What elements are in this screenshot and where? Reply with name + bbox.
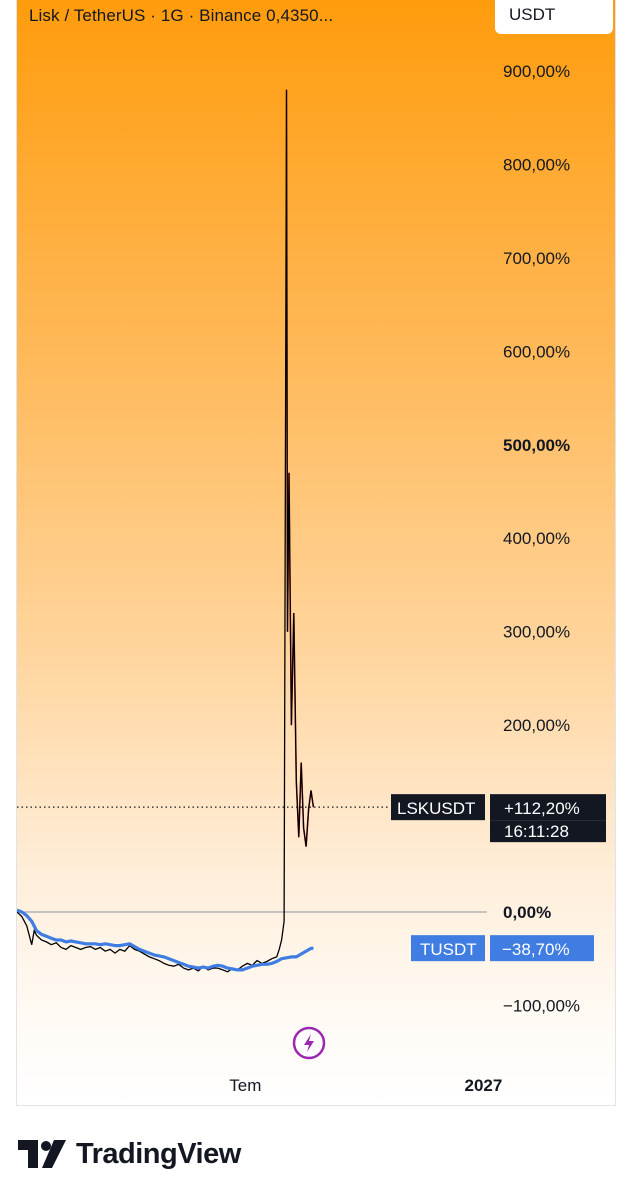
series-tusdt-line — [17, 908, 314, 972]
symbol-title[interactable]: Lisk / TetherUS · 1G · Binance 0,4350... — [29, 6, 334, 25]
lskusdt-value-tag-bg — [490, 794, 606, 821]
lskusdt-name-tag-bg — [391, 794, 485, 821]
x-tick-label-1: 2027 — [465, 1076, 503, 1095]
brand-name: TradingView — [76, 1137, 241, 1170]
lskusdt-time-tag-bg — [490, 820, 606, 843]
y-tick-label-5: 400,00% — [503, 529, 570, 548]
y-tick-label-9: −100,00% — [503, 996, 580, 1015]
lightning-icon[interactable] — [292, 1026, 326, 1060]
chart-plot[interactable]: 900,00% 800,00% 700,00% 600,00% 500,00% 400,0… — [17, 0, 616, 1106]
currency-select[interactable]: USDT — [495, 0, 613, 34]
lskusdt-value-tag: +112,20% — [504, 799, 580, 818]
y-tick-label-2: 700,00% — [503, 249, 570, 268]
tusdt-name-tag-bg — [411, 935, 485, 962]
lskusdt-time-tag: 16:11:28 — [504, 822, 569, 841]
tusdt-value-tag: −38,70% — [502, 940, 570, 959]
tusdt-value-tag-bg — [490, 935, 594, 962]
y-tick-label-1: 800,00% — [503, 155, 570, 174]
tradingview-logo[interactable]: TradingView — [18, 1136, 241, 1172]
tusdt-name-tag: TUSDT — [420, 940, 477, 959]
y-tick-label-8: 0,00% — [503, 903, 551, 922]
x-tick-label-0: Tem — [229, 1076, 261, 1095]
y-tick-label-6: 300,00% — [503, 623, 570, 642]
lskusdt-name-tag: LSKUSDT — [397, 799, 475, 818]
tradingview-logo-icon — [18, 1140, 66, 1168]
y-tick-label-7: 200,00% — [503, 716, 570, 735]
y-tick-label-3: 600,00% — [503, 342, 570, 361]
chart-frame: 900,00% 800,00% 700,00% 600,00% 500,00% 400,0… — [16, 0, 616, 1106]
y-tick-label-4: 500,00% — [503, 436, 570, 455]
y-tick-label-0: 900,00% — [503, 62, 570, 81]
series-lskusdt-line — [17, 89, 315, 973]
series-lskusdt-red-candles — [285, 89, 315, 847]
